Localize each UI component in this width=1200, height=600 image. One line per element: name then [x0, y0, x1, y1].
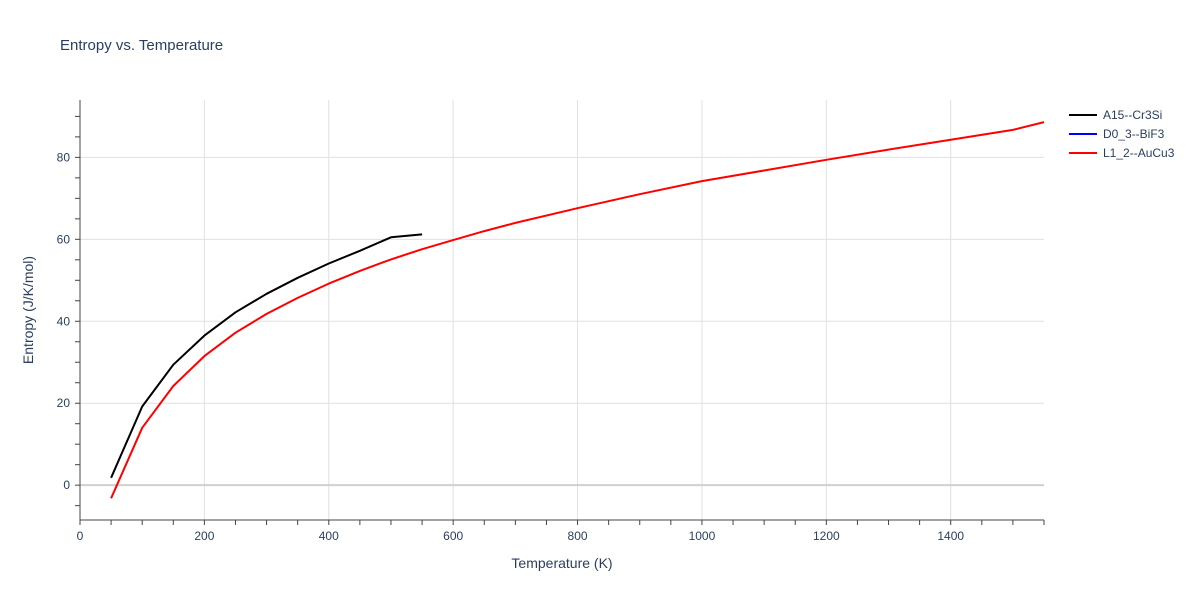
legend[interactable]: A15--Cr3Si D0_3--BiF3 L1_2--AuCu3 [1069, 108, 1175, 160]
y-tick-label: 60 [57, 232, 71, 246]
series-line-0 [110, 233, 423, 479]
legend-item-2[interactable]: L1_2--AuCu3 [1069, 146, 1175, 160]
axes-layer: 0 200 400 600 800 1000 1200 1400 0 20 40 60 80 [57, 100, 1045, 543]
legend-label: L1_2--AuCu3 [1103, 146, 1175, 160]
x-tick-label: 400 [319, 529, 339, 543]
legend-label: A15--Cr3Si [1103, 108, 1162, 122]
y-tick-label: 40 [57, 314, 71, 328]
chart-title: Entropy vs. Temperature [60, 37, 223, 54]
series-line-2 [110, 121, 1045, 499]
y-axis-title: Entropy (J/K/mol) [20, 256, 36, 364]
x-tick-label: 0 [77, 529, 84, 543]
y-tick-label: 0 [63, 478, 70, 492]
y-tick-label: 80 [57, 150, 71, 164]
x-axis-title: Temperature (K) [511, 555, 612, 571]
legend-label: D0_3--BiF3 [1103, 127, 1165, 141]
x-tick-label: 1400 [937, 529, 964, 543]
grid-layer [80, 100, 1044, 520]
legend-item-1[interactable]: D0_3--BiF3 [1069, 127, 1165, 141]
y-tick-label: 20 [57, 396, 71, 410]
x-tick-label: 600 [443, 529, 463, 543]
x-tick-label: 800 [568, 529, 588, 543]
legend-item-0[interactable]: A15--Cr3Si [1069, 108, 1162, 122]
x-tick-label: 1000 [689, 529, 716, 543]
x-tick-label: 200 [194, 529, 214, 543]
x-tick-label: 1200 [813, 529, 840, 543]
series-layer [110, 121, 1045, 499]
